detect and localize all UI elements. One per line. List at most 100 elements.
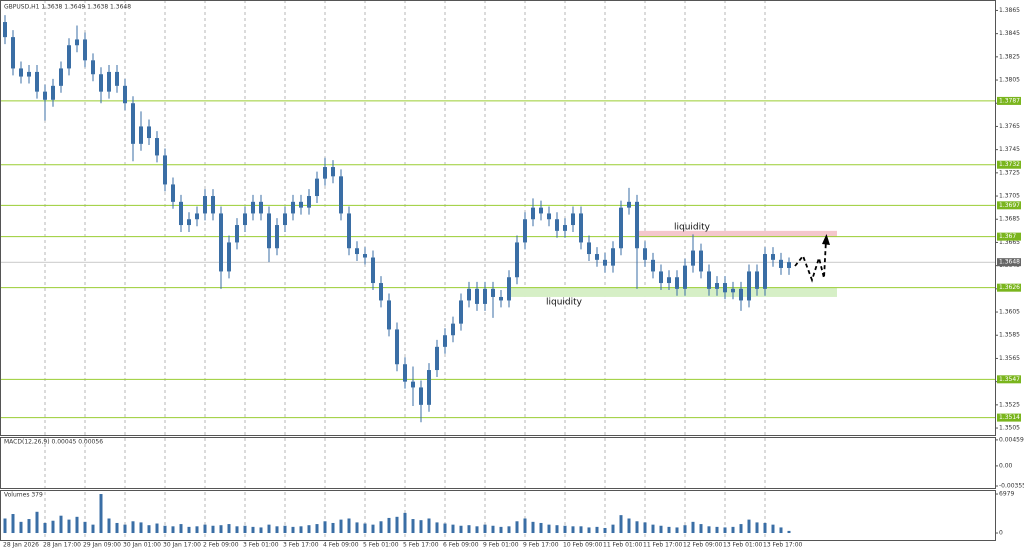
volume-bar [371, 524, 375, 534]
volume-bar [683, 525, 687, 534]
candle-body [275, 225, 279, 249]
volume-bar [723, 527, 727, 534]
candle-body [91, 60, 95, 75]
candle-body [515, 242, 519, 278]
candle-body [659, 271, 663, 284]
volume-bar [59, 515, 63, 534]
candle-body [579, 213, 583, 243]
candle-body [563, 225, 567, 231]
arrow-head [822, 234, 830, 245]
macd-frame [0, 437, 996, 489]
candle-body [675, 277, 679, 289]
candle-body [419, 387, 423, 405]
candle-body [643, 248, 647, 260]
candle-body [747, 271, 751, 301]
candle-body [355, 248, 359, 255]
volume-bar [395, 516, 399, 534]
volume-bar [411, 519, 415, 534]
volume-bar [123, 524, 127, 534]
volume-bar [3, 518, 7, 534]
x-tick-label: 29 Jan 09:00 [83, 542, 121, 549]
volume-bar [579, 526, 583, 534]
volume-bar [491, 525, 495, 534]
candle-body [411, 381, 415, 388]
y-tick-label: 1.3605 [999, 309, 1020, 316]
zone-label: liquidity [674, 222, 711, 232]
candle-body [379, 283, 383, 301]
candle-body [235, 225, 239, 243]
volume-bar [299, 526, 303, 534]
y-tick-label: 0.00 [999, 462, 1013, 469]
candle-body [619, 207, 623, 249]
x-tick-label: 11 Feb 01:00 [603, 542, 643, 549]
volume-bar [195, 526, 199, 534]
candle-body [211, 196, 215, 214]
volume-bar [539, 522, 543, 534]
candle-body [451, 323, 455, 336]
volume-bar [27, 519, 31, 534]
volume-bar [155, 523, 159, 534]
candle-body [43, 91, 47, 100]
volume-bar [443, 523, 447, 534]
volume-bar [387, 517, 391, 534]
y-tick-label: 0.00459 [999, 436, 1024, 443]
candle-body [699, 250, 703, 272]
x-tick-label: 9 Feb 17:00 [523, 542, 559, 549]
level-label: 1.3732 [999, 161, 1020, 168]
x-tick-label: 13 Feb 17:00 [763, 542, 803, 549]
candle-body [387, 300, 391, 330]
candle-body [67, 45, 71, 69]
volume-bar [219, 525, 223, 534]
current-price-label: 1.3648 [999, 259, 1020, 266]
volume-bar [707, 526, 711, 534]
candle-body [131, 103, 135, 144]
candle-body [555, 219, 559, 231]
candle-body [323, 167, 327, 179]
candle-body [627, 201, 631, 208]
candle-body [787, 262, 791, 268]
y-tick-label: 1.3865 [999, 7, 1020, 14]
volume-bar [171, 526, 175, 534]
x-tick-label: 3 Feb 17:00 [283, 542, 319, 549]
candle-body [467, 288, 471, 301]
candle-body [611, 248, 615, 266]
projection-arrow [794, 239, 827, 283]
x-tick-label: 12 Feb 09:00 [683, 542, 723, 549]
candle-body [75, 39, 79, 46]
volume-bar [547, 524, 551, 534]
y-tick-label: 1.3505 [999, 425, 1020, 432]
candle-body [667, 277, 671, 284]
candle-body [475, 288, 479, 304]
x-tick-label: 5 Feb 17:00 [403, 542, 439, 549]
volume-bar [163, 525, 167, 534]
volume-bar [379, 521, 383, 534]
level-label-box [997, 232, 1021, 241]
x-tick-label: 11 Feb 17:00 [643, 542, 683, 549]
candle-body [283, 213, 287, 226]
candle-body [459, 300, 463, 324]
candle-body [731, 288, 735, 293]
candle-body [179, 201, 183, 226]
volume-bar [771, 524, 775, 534]
chart-title: GBPUSD,H1 1.3638 1.3649 1.3638 1.3648 [4, 4, 131, 11]
volume-bar [131, 521, 135, 534]
y-tick-label: 1.3565 [999, 355, 1020, 362]
level-label-box [997, 160, 1021, 169]
level-label-box [997, 375, 1021, 384]
y-tick-label: 1.3745 [999, 146, 1020, 153]
candle-body [587, 242, 591, 255]
volume-bar [291, 526, 295, 534]
volume-bar [403, 512, 407, 534]
y-tick-label: 6979 [999, 491, 1014, 498]
volume-bar [51, 520, 55, 534]
candle-body [347, 213, 351, 249]
candle-body [483, 288, 487, 304]
volume-bar [275, 526, 279, 534]
candle-body [227, 242, 231, 272]
candle-body [315, 178, 319, 197]
candle-body [635, 201, 639, 249]
volume-bar [91, 524, 95, 534]
candle-body [147, 126, 151, 139]
volume-bar [619, 515, 623, 534]
volume-bar [459, 525, 463, 534]
